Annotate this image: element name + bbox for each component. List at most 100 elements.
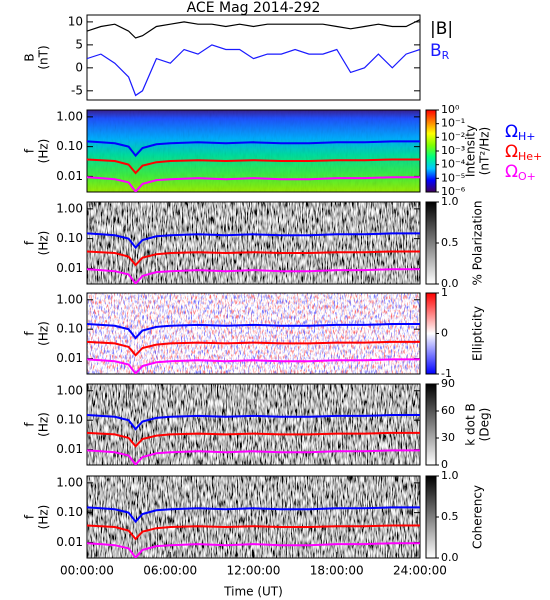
colorbar-tick-label: 0 [441, 327, 448, 340]
y-axis-label: f [23, 514, 37, 519]
y-axis-label: f [23, 331, 37, 336]
legend-entry: |B| [430, 19, 453, 39]
plot-frame [86, 109, 421, 193]
colorbar-tick-label: 10⁰ [441, 103, 460, 116]
y-axis-label: (Hz) [37, 231, 51, 256]
panel: f (Hz) 1.00 0.10 0.01 00:00:00 06:00:00 12:00:0… [23, 469, 485, 599]
series-line [87, 158, 420, 175]
x-tick-label: 24:00:00 [393, 564, 447, 578]
series-line [87, 176, 420, 192]
series-line [87, 542, 420, 558]
x-tick-label: 18:00:00 [310, 564, 364, 578]
x-tick-label: 00:00:00 [60, 564, 114, 578]
y-tick-label: 1.00 [56, 292, 83, 306]
y-tick-label: 1.00 [56, 383, 83, 397]
x-tick-label: 12:00:00 [227, 564, 281, 578]
colorbar-label: Ellipticity [471, 306, 485, 361]
colorbar [425, 201, 437, 285]
x-tick-label: 06:00:00 [143, 564, 197, 578]
colorbar-tick-label: 0.0 [441, 277, 459, 290]
y-tick-label: 5 [75, 37, 83, 51]
colorbar [425, 383, 437, 466]
y-tick-label: 1.00 [56, 475, 83, 489]
x-axis-label: Time (UT) [223, 585, 283, 599]
y-axis-label: (Hz) [37, 505, 51, 530]
legend-name: Ω [505, 122, 518, 142]
colorbar-tick-label: 10⁻³ [441, 144, 465, 157]
panel: f (Hz) 1.00 0.10 0.01 0 30 60 90 k dot B (Deg) [23, 377, 492, 471]
legend-name: Ω [505, 162, 518, 182]
colorbar-tick-label: 60 [441, 404, 455, 417]
series-line [87, 449, 420, 465]
panel: f (Hz)1.000.100.01ΩH+ΩHe+ΩO+10⁰10⁻¹10⁻²10… [23, 103, 543, 198]
y-axis-label: f [23, 422, 37, 427]
y-tick-label: 0.10 [56, 231, 83, 245]
colorbar-label: % Polarization [471, 201, 485, 286]
colorbar [425, 475, 437, 559]
legend-name: B [430, 41, 442, 61]
series-group [87, 140, 420, 192]
y-axis-label: B [23, 53, 37, 61]
colorbar-label: (Deg) [478, 408, 492, 442]
series-group [87, 414, 420, 465]
panel: f (Hz) 1.00 0.10 0.01 0.0 0.5 1.0 % Polarization [23, 195, 485, 290]
y-axis-label: f [23, 148, 37, 153]
colorbar-label: Intensity [464, 125, 478, 177]
y-axis-label: (Hz) [37, 139, 51, 164]
series-line [87, 431, 420, 448]
colorbar-tick-label: 1.0 [441, 195, 459, 208]
spectrogram-texture [87, 384, 420, 465]
colorbar-label: Coherency [471, 485, 485, 549]
y-tick-label: 0.01 [56, 535, 83, 549]
plot-frame [86, 201, 421, 285]
plot-frame [86, 292, 421, 375]
series-line [87, 323, 420, 340]
y-tick-label: 1.00 [56, 201, 83, 215]
legend-name: |B| [430, 19, 453, 39]
spectrogram-texture [87, 293, 420, 374]
spectrogram-texture [87, 476, 420, 558]
colorbar-tick-label: 10⁻¹ [441, 117, 465, 130]
y-tick-label: 0.01 [56, 261, 83, 275]
colorbar-tick-label: 0.0 [441, 551, 459, 564]
y-tick-label: 0.10 [56, 505, 83, 519]
y-tick-label: 10 [68, 14, 83, 28]
series-line [87, 524, 420, 541]
series-line [87, 232, 420, 250]
colorbar-tick-label: 10⁻⁵ [441, 171, 465, 184]
colorbar-tick-label: 0.5 [441, 510, 459, 523]
colorbar [425, 109, 437, 193]
chart-title: ACE Mag 2014-292 [187, 0, 321, 16]
colorbar-tick-label: 10⁻⁶ [441, 185, 466, 198]
plot-frame [86, 383, 421, 466]
legend-subscript: H+ [518, 130, 536, 143]
colorbar-tick-label: 0 [441, 458, 448, 471]
y-axis-label: f [23, 240, 37, 245]
y-tick-label: 0.10 [56, 322, 83, 336]
series-line [87, 19, 420, 39]
colorbar-tick-label: 10⁻² [441, 130, 465, 143]
y-tick-label: 0.01 [56, 169, 83, 183]
legend-subscript: He+ [518, 150, 542, 163]
y-tick-label: 0 [75, 60, 83, 74]
colorbar-tick-label: -1 [441, 367, 452, 380]
colorbar [425, 292, 437, 375]
colorbar-tick-label: 1 [441, 286, 448, 299]
series-line [87, 506, 420, 524]
legend-entry: BR [430, 41, 450, 62]
y-tick-label: 0.10 [56, 139, 83, 153]
colorbar-label: (nT²/Hz) [478, 127, 492, 175]
series-line [87, 44, 420, 97]
legend-entry: ΩO+ [505, 162, 536, 183]
colorbar-tick-label: 0.5 [441, 236, 459, 249]
series-line [87, 340, 420, 357]
series-line [87, 250, 420, 267]
series-line [87, 414, 420, 431]
y-tick-label: 0.01 [56, 442, 83, 456]
series-group [87, 232, 420, 284]
spectrogram-texture [87, 202, 420, 284]
y-axis-label: (Hz) [37, 321, 51, 346]
y-tick-label: 1.00 [56, 109, 83, 123]
